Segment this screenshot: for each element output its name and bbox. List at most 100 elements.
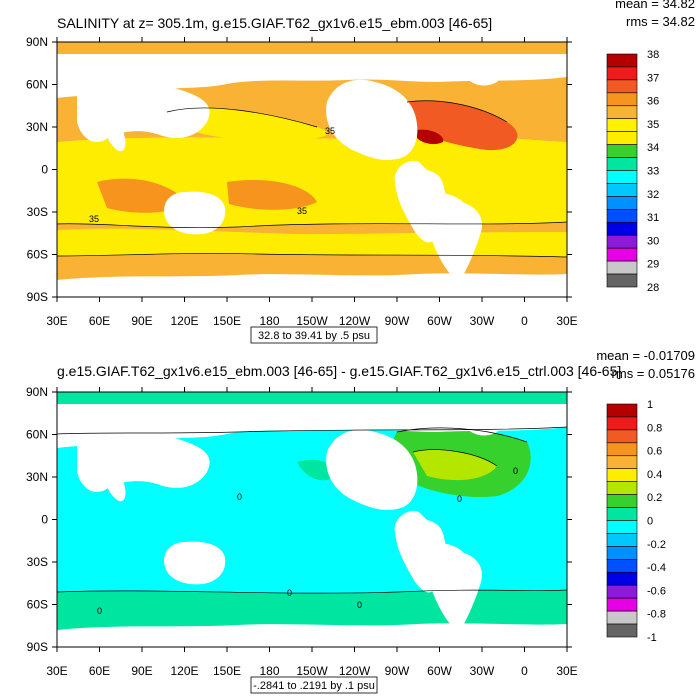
australia-land xyxy=(164,541,226,585)
x-tick-label: 60W xyxy=(427,314,452,328)
contour-info-box xyxy=(250,676,378,694)
colorbar-swatch xyxy=(606,442,638,457)
x-tick-label: 60E xyxy=(89,664,110,678)
x-tick-label: 0 xyxy=(521,664,528,678)
contour-label: 0 xyxy=(457,494,462,504)
x-tick-label: 150E xyxy=(213,314,241,328)
y-tick-label: 60N xyxy=(26,78,48,92)
contour-label: 0 xyxy=(287,588,292,598)
x-tick-label: 30E xyxy=(556,314,577,328)
colorbar-swatch xyxy=(606,571,638,586)
colorbar-label: -1 xyxy=(647,632,657,644)
colorbar-swatch xyxy=(606,494,638,508)
contour-line xyxy=(166,107,318,128)
colorbar-swatch xyxy=(606,170,638,184)
x-tick-label: 90W xyxy=(385,664,410,678)
samerica-land xyxy=(427,551,483,632)
south-indian-high xyxy=(97,178,187,213)
y-tick-label: 60S xyxy=(27,598,48,612)
colorbar-swatch xyxy=(606,559,638,573)
x-tick-label: 30E xyxy=(46,664,67,678)
colorbar-label: 0.4 xyxy=(647,469,662,481)
colorbar-swatch xyxy=(606,273,638,288)
colorbar-swatch xyxy=(606,533,638,547)
india-land xyxy=(106,472,126,502)
colorbar-swatch xyxy=(606,183,638,197)
map-plot: 0 0 0 0 0 0 xyxy=(56,391,568,648)
colorbar-swatch xyxy=(606,520,638,534)
contour-info-box xyxy=(250,326,378,344)
australia-land xyxy=(164,191,226,235)
contour-label: 0 xyxy=(357,600,362,610)
colorbar-swatch xyxy=(606,92,638,107)
colorbar-swatch xyxy=(606,429,638,444)
y-tick-label: 0 xyxy=(41,513,48,527)
x-tick-label: 30W xyxy=(470,314,495,328)
contour-label: 35 xyxy=(325,126,335,136)
pacific-zero-patch xyxy=(297,459,334,481)
colorbar-swatch xyxy=(606,403,638,418)
colorbar-swatch xyxy=(606,209,638,223)
x-tick-label: 180 xyxy=(259,664,279,678)
colorbar-label: 0 xyxy=(647,516,653,528)
contour-label: 0 xyxy=(513,466,518,476)
colorbar-label: 37 xyxy=(647,72,659,84)
colorbar-swatch xyxy=(606,131,638,145)
colorbar-label: 38 xyxy=(647,49,659,61)
colorbar-label: 34 xyxy=(647,142,659,154)
contour-info: 32.8 to 39.41 by .5 psu xyxy=(258,330,370,342)
colorbar-label: 30 xyxy=(647,235,659,247)
contour-line xyxy=(406,100,508,123)
samerica-land xyxy=(427,201,483,282)
x-tick-label: 150E xyxy=(213,664,241,678)
y-tick-label: 30S xyxy=(27,205,48,219)
colorbar-swatch xyxy=(606,507,638,521)
y-tick-label: 30S xyxy=(27,555,48,569)
y-tick-label: 90N xyxy=(26,385,48,399)
eurasia-land xyxy=(57,54,567,98)
colorbar-label: 35 xyxy=(647,119,659,131)
x-tick-label: 30W xyxy=(470,664,495,678)
colorbar-swatch xyxy=(606,234,638,249)
y-tick-label: 90N xyxy=(26,35,48,49)
y-tick-label: 60S xyxy=(27,248,48,262)
x-tick-label: 120E xyxy=(170,664,198,678)
panel-title: SALINITY at z= 305.1m, g.e15.GIAF.T62_gx… xyxy=(57,15,492,31)
x-tick-label: 150W xyxy=(296,664,328,678)
colorbar-swatch xyxy=(606,118,638,132)
colorbar-swatch xyxy=(606,105,638,120)
contour-line xyxy=(412,449,498,467)
contour-line xyxy=(57,253,567,258)
colorbar-swatch xyxy=(606,481,638,495)
contour-label: 0 xyxy=(97,606,102,616)
mediterranean-outflow xyxy=(417,129,444,145)
x-tick-label: 120E xyxy=(170,314,198,328)
colorbar-label: 32 xyxy=(647,189,659,201)
mean-label: mean = -0.01709 xyxy=(596,348,695,363)
colorbar-swatch xyxy=(606,260,638,275)
x-tick-label: 60W xyxy=(427,664,452,678)
colorbar-swatch xyxy=(606,221,638,236)
contour-info: -.2841 to .2191 by .1 psu xyxy=(253,680,375,692)
map-fill: 35 35 35 xyxy=(57,42,567,297)
mean-label: mean = 34.82 xyxy=(615,0,695,11)
colorbar-swatch xyxy=(606,196,638,210)
colorbar-label: -0.8 xyxy=(647,609,666,621)
north-atlantic-pos-hi xyxy=(413,449,497,481)
contour-line xyxy=(57,426,567,435)
colorbar-label: 0.2 xyxy=(647,492,662,504)
x-tick-label: 180 xyxy=(259,314,279,328)
colorbar-label: 36 xyxy=(647,96,659,108)
colorbar-swatch xyxy=(606,610,638,625)
colorbar-label: -0.4 xyxy=(647,562,666,574)
contour-label: 35 xyxy=(297,206,307,216)
map-plot: 35 35 35 xyxy=(56,41,568,298)
colorbar-swatch xyxy=(606,53,638,68)
x-tick-label: 90E xyxy=(131,314,152,328)
panel-title: g.e15.GIAF.T62_gx1v6.e15_ebm.003 [46-65]… xyxy=(57,363,621,379)
y-tick-label: 30N xyxy=(26,470,48,484)
colorbar-swatch xyxy=(606,623,638,638)
colorbar: 1 0.8 0.6 0.4 0.2 0 -0.2 -0.4 -0.6 -0.8 -1 xyxy=(606,399,666,644)
colorbar-label: 0.8 xyxy=(647,422,662,434)
x-tick-label: 120W xyxy=(339,314,371,328)
